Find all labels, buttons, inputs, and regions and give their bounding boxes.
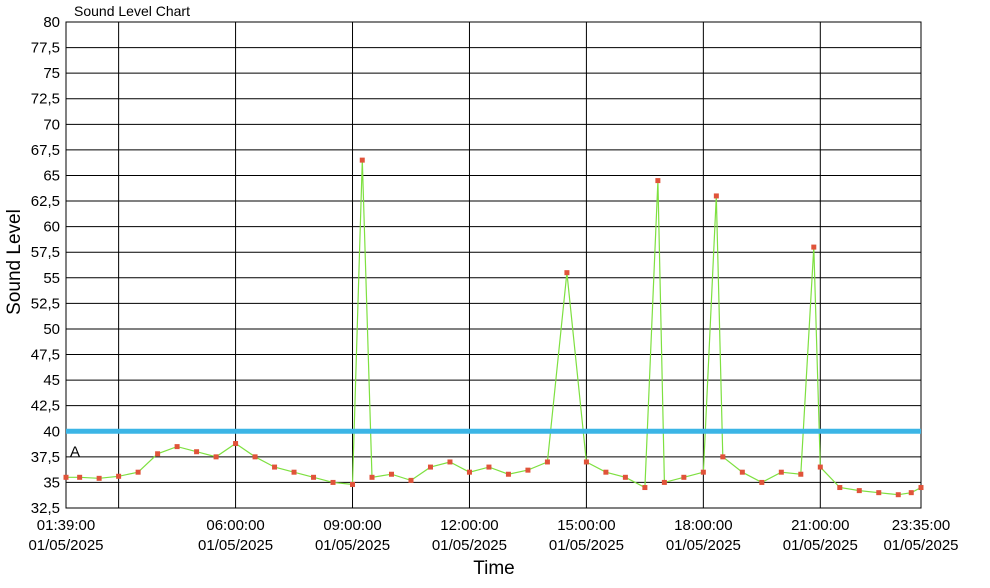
x-tick-label: 23:35:00 bbox=[892, 517, 950, 534]
y-tick-label: 42,5 bbox=[31, 398, 60, 415]
data-point bbox=[233, 441, 239, 447]
x-tick-date: 01/05/2025 bbox=[28, 537, 103, 554]
data-point bbox=[486, 464, 492, 470]
data-point bbox=[876, 490, 882, 496]
threshold-layer: A bbox=[66, 428, 921, 460]
data-point bbox=[778, 469, 784, 475]
data-point bbox=[427, 464, 433, 470]
data-point bbox=[272, 464, 278, 470]
y-tick-label: 75 bbox=[43, 65, 60, 82]
y-tick-label: 32,5 bbox=[31, 500, 60, 517]
data-point bbox=[359, 157, 365, 163]
x-tick-label: 12:00:00 bbox=[440, 517, 498, 534]
x-tick-label: 21:00:00 bbox=[791, 517, 849, 534]
data-point bbox=[466, 469, 472, 475]
y-tick-label: 60 bbox=[43, 219, 60, 236]
data-point bbox=[720, 454, 726, 460]
data-point bbox=[505, 471, 511, 477]
data-point bbox=[213, 454, 219, 460]
y-tick-label: 50 bbox=[43, 321, 60, 338]
data-point bbox=[564, 270, 570, 276]
data-point bbox=[603, 469, 609, 475]
data-point bbox=[681, 474, 687, 480]
y-tick-label: 57,5 bbox=[31, 244, 60, 261]
data-point bbox=[291, 469, 297, 475]
data-point bbox=[525, 467, 531, 473]
y-tick-label: 70 bbox=[43, 116, 60, 133]
y-tick-label: 80 bbox=[43, 14, 60, 31]
x-tick-date: 01/05/2025 bbox=[666, 537, 741, 554]
grid-lines bbox=[65, 21, 922, 509]
data-point bbox=[544, 459, 550, 465]
data-point bbox=[583, 459, 589, 465]
data-point bbox=[655, 178, 661, 184]
data-point bbox=[96, 475, 102, 481]
series-line bbox=[66, 160, 922, 496]
data-point bbox=[155, 451, 161, 457]
data-point bbox=[63, 474, 69, 480]
data-point bbox=[135, 469, 141, 475]
x-tick-date: 01/05/2025 bbox=[432, 537, 507, 554]
data-point bbox=[908, 490, 914, 496]
data-point bbox=[447, 459, 453, 465]
threshold-label: A bbox=[70, 443, 80, 460]
y-tick-label: 65 bbox=[43, 167, 60, 184]
x-tick-date: 01/05/2025 bbox=[315, 537, 390, 554]
y-tick-label: 52,5 bbox=[31, 295, 60, 312]
data-point bbox=[739, 469, 745, 475]
data-point bbox=[350, 481, 356, 487]
x-tick-label: 18:00:00 bbox=[674, 517, 732, 534]
data-point bbox=[330, 479, 336, 485]
data-point bbox=[895, 492, 901, 498]
data-point bbox=[252, 454, 258, 460]
y-tick-label: 45 bbox=[43, 372, 60, 389]
x-tick-date: 01/05/2025 bbox=[883, 537, 958, 554]
x-tick-date: 01/05/2025 bbox=[783, 537, 858, 554]
y-tick-label: 40 bbox=[43, 423, 60, 440]
data-point bbox=[700, 469, 706, 475]
data-point bbox=[174, 444, 180, 450]
data-point bbox=[759, 479, 765, 485]
data-point bbox=[856, 488, 862, 494]
y-tick-label: 67,5 bbox=[31, 142, 60, 159]
data-point bbox=[622, 474, 628, 480]
y-tick-label: 77,5 bbox=[31, 40, 60, 57]
x-tick-date: 01/05/2025 bbox=[198, 537, 273, 554]
data-point bbox=[811, 244, 817, 250]
data-point bbox=[661, 479, 667, 485]
data-point bbox=[713, 193, 719, 199]
data-point bbox=[798, 471, 804, 477]
y-tick-label: 37,5 bbox=[31, 449, 60, 466]
y-tick-label: 72,5 bbox=[31, 91, 60, 108]
y-tick-labels: 32,5 35 37,5 40 42,5 45 47,5 50 52,5 55 57,5 60 62,5… bbox=[31, 14, 60, 517]
x-axis-title: Time bbox=[473, 558, 515, 579]
data-point bbox=[918, 485, 924, 491]
data-point bbox=[116, 473, 122, 479]
y-axis-title: Sound Level bbox=[4, 209, 25, 315]
plot-area bbox=[65, 21, 922, 509]
series-layer bbox=[63, 157, 924, 498]
x-tick-label: 09:00:00 bbox=[323, 517, 381, 534]
y-tick-label: 55 bbox=[43, 270, 60, 287]
y-tick-label: 62,5 bbox=[31, 193, 60, 210]
data-point bbox=[642, 485, 648, 491]
x-tick-labels: 01:39:00 01/05/2025 06:00:00 01/05/2025 09:0… bbox=[28, 517, 958, 554]
data-point bbox=[369, 474, 375, 480]
x-tick-label: 15:00:00 bbox=[557, 517, 615, 534]
data-point bbox=[408, 477, 414, 483]
y-tick-label: 47,5 bbox=[31, 347, 60, 364]
data-point bbox=[77, 474, 83, 480]
x-tick-label: 01:39:00 bbox=[37, 517, 95, 534]
data-point bbox=[817, 464, 823, 470]
data-point bbox=[837, 485, 843, 491]
chart-title: Sound Level Chart bbox=[74, 3, 190, 19]
x-tick-date: 01/05/2025 bbox=[549, 537, 624, 554]
data-point bbox=[194, 449, 200, 455]
data-point bbox=[311, 474, 317, 480]
data-point bbox=[388, 471, 394, 477]
y-tick-label: 35 bbox=[43, 474, 60, 491]
x-tick-label: 06:00:00 bbox=[206, 517, 264, 534]
